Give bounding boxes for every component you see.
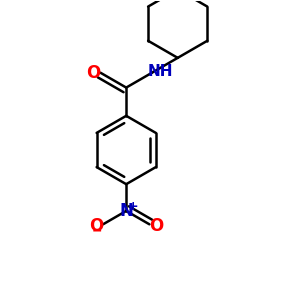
Text: −: − (91, 224, 102, 237)
Text: O: O (149, 217, 163, 235)
Text: NH: NH (148, 64, 173, 79)
Text: O: O (89, 217, 103, 235)
Text: +: + (128, 200, 138, 213)
Text: O: O (86, 64, 100, 82)
Text: N: N (119, 202, 133, 220)
